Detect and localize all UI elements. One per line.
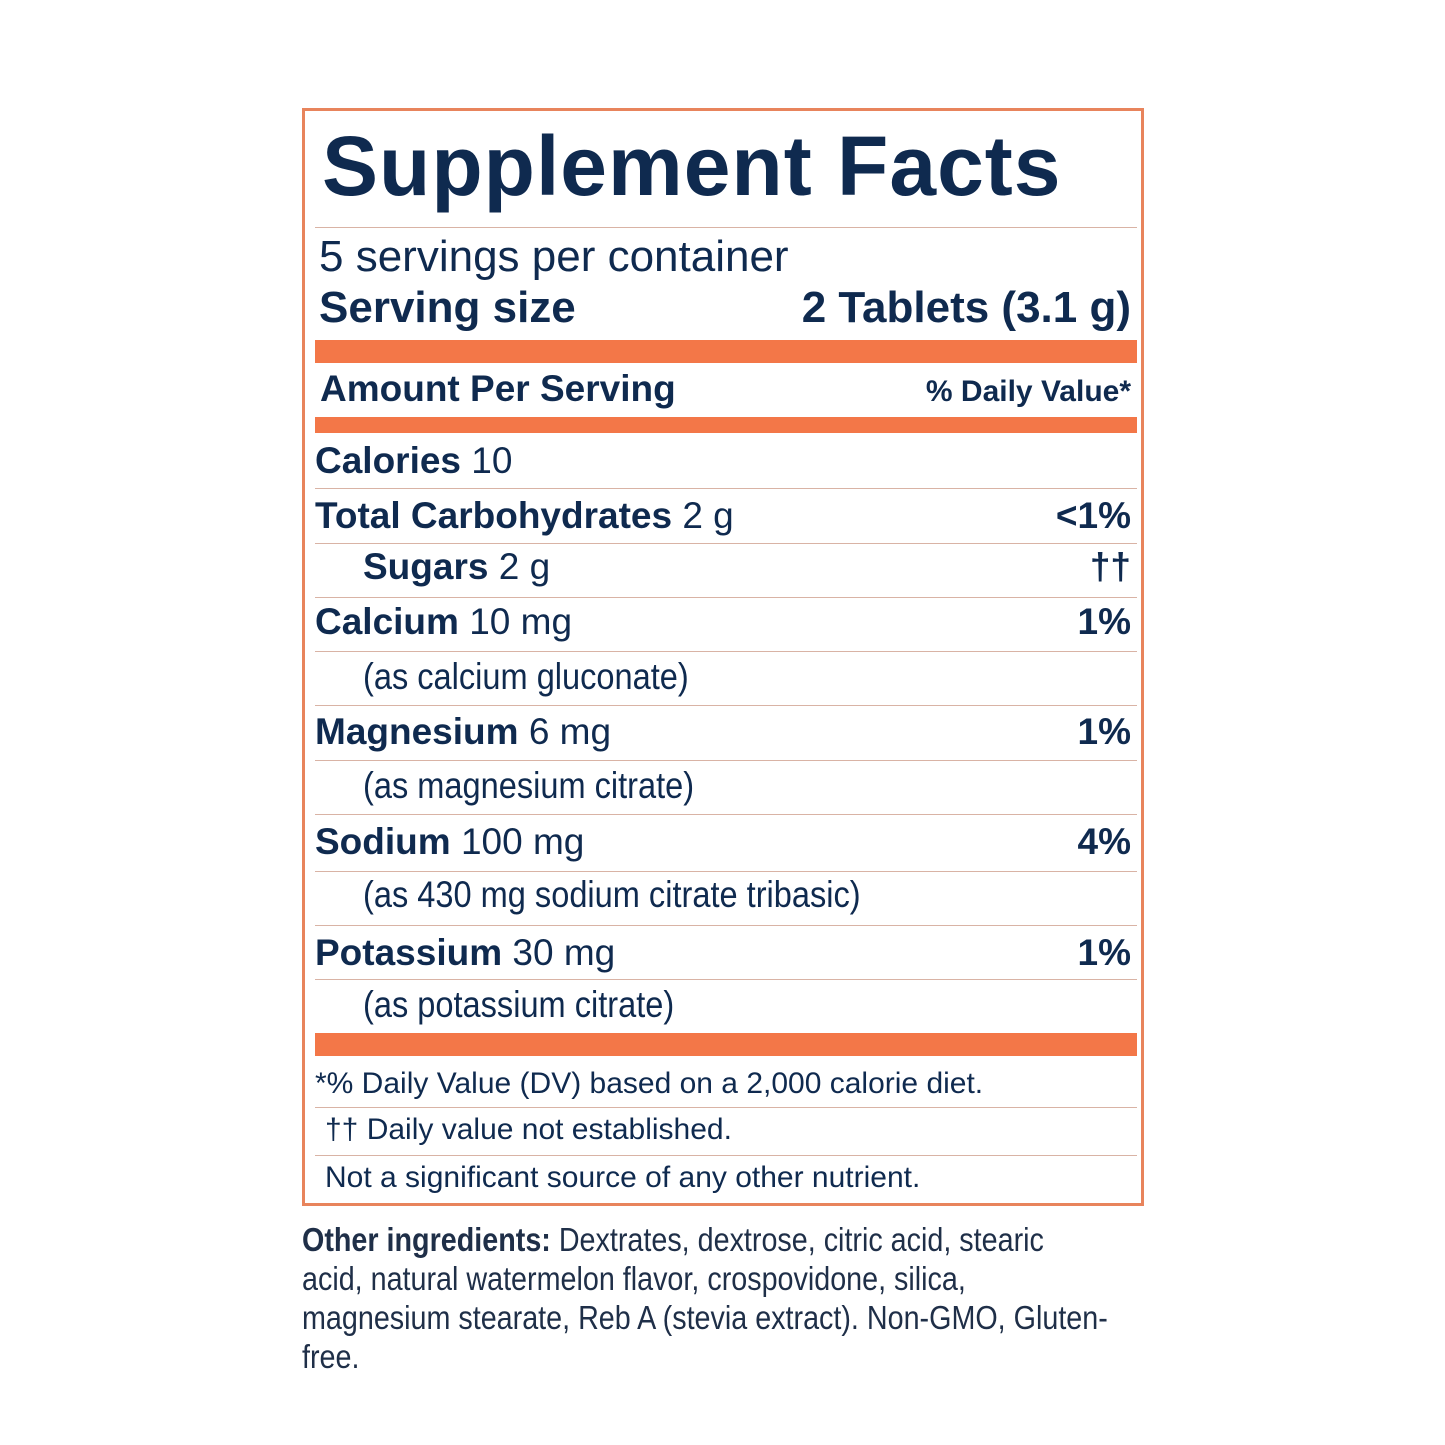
divider (315, 871, 1137, 872)
divider (315, 925, 1137, 926)
footnote-daily-value: *% Daily Value (DV) based on a 2,000 cal… (315, 1067, 984, 1100)
nutrient-dv: †† (1089, 546, 1131, 587)
divider (315, 760, 1137, 761)
nutrient-amount: 10 (471, 440, 513, 481)
nutrient-row-sodium: Sodium 100 mg 4% (315, 821, 1131, 863)
serving-size-value: 2 Tablets (3.1 g) (801, 283, 1131, 332)
nutrient-row-calcium: Calcium 10 mg 1% (315, 601, 1131, 643)
daily-value-header: % Daily Value* (925, 375, 1131, 408)
divider (315, 705, 1137, 706)
nutrient-dv: 4% (1077, 821, 1131, 862)
thick-divider (315, 340, 1137, 363)
other-ingredients: Other ingredients: Dextrates, dextrose, … (302, 1220, 1111, 1376)
divider (315, 488, 1137, 489)
nutrient-source: (as calcium gluconate) (363, 656, 689, 697)
thick-divider (315, 417, 1137, 433)
nutrient-dv: 1% (1077, 601, 1131, 642)
nutrient-row-magnesium: Magnesium 6 mg 1% (315, 711, 1131, 753)
servings-per-container: 5 servings per container (319, 232, 789, 281)
divider (315, 543, 1137, 544)
nutrient-amount: 30 mg (512, 932, 616, 973)
divider (315, 1155, 1137, 1156)
nutrient-name: Calories (315, 440, 462, 481)
nutrient-name: Calcium (315, 601, 459, 642)
nutrient-amount: 6 mg (528, 711, 612, 752)
amount-per-serving: Amount Per Serving (320, 368, 676, 409)
nutrient-name: Sugars (363, 546, 489, 587)
nutrient-name: Sodium (315, 821, 451, 862)
nutrient-row-potassium: Potassium 30 mg 1% (315, 932, 1131, 974)
nutrient-source: (as 430 mg sodium citrate tribasic) (363, 874, 861, 915)
other-ingredients-label: Other ingredients: (302, 1221, 551, 1258)
divider (315, 651, 1137, 652)
footnote-not-significant: Not a significant source of any other nu… (325, 1161, 921, 1194)
divider (315, 979, 1137, 980)
divider (315, 814, 1137, 815)
nutrient-name: Magnesium (315, 711, 519, 752)
nutrient-row-carbohydrates: Total Carbohydrates 2 g <1% (315, 495, 1131, 537)
nutrient-dv: 1% (1077, 932, 1131, 973)
other-ingredients-text: Dextrates, dextrose, citric acid, steari… (302, 1221, 1108, 1375)
nutrient-dv: <1% (1055, 495, 1131, 536)
nutrient-amount: 2 g (498, 546, 551, 587)
nutrient-amount: 2 g (682, 495, 734, 536)
divider (315, 1107, 1137, 1108)
supplement-facts-panel (302, 108, 1144, 1206)
nutrient-row-calories: Calories 10 (315, 440, 1131, 482)
footnote-not-established: †† Daily value not established. (325, 1113, 732, 1146)
nutrient-name: Potassium (315, 932, 503, 973)
nutrient-amount: 10 mg (469, 601, 573, 642)
divider (315, 597, 1137, 598)
divider (315, 227, 1137, 228)
nutrient-dv: 1% (1077, 711, 1131, 752)
nutrient-amount: 100 mg (460, 821, 585, 862)
nutrient-source: (as potassium citrate) (363, 984, 675, 1025)
serving-size-label: Serving size (319, 283, 576, 332)
thick-divider (315, 1033, 1137, 1056)
panel-title: Supplement Facts (322, 119, 1062, 213)
nutrient-source: (as magnesium citrate) (363, 765, 695, 806)
nutrient-name: Total Carbohydrates (315, 495, 673, 536)
nutrient-row-sugars: Sugars 2 g †† (363, 546, 1131, 588)
